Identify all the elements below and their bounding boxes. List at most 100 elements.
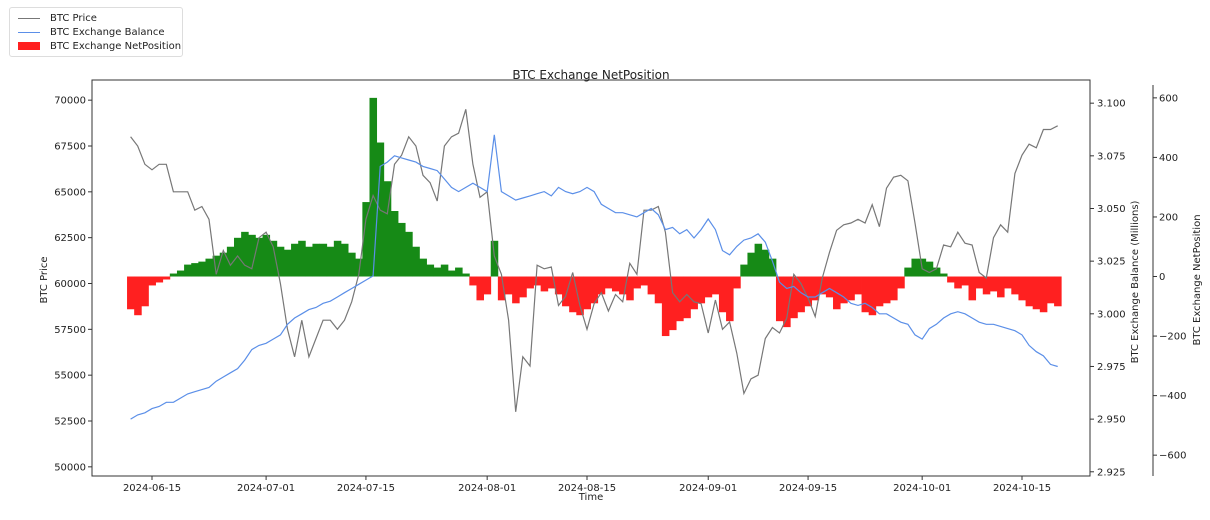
y-right1-label: BTC Exchange Balance (Millions) (1130, 200, 1141, 363)
netposition-bar-negative (1011, 276, 1019, 295)
netposition-bar-negative (611, 276, 620, 292)
netposition-bar-positive (390, 211, 399, 277)
series-lines (130, 109, 1058, 420)
netposition-bar-positive (276, 246, 285, 277)
netposition-bar-positive (362, 202, 370, 277)
legend-swatch-balance (18, 31, 40, 33)
netposition-bar-positive (219, 252, 228, 277)
netposition-bar-negative (947, 276, 955, 283)
netposition-bar-negative (697, 276, 706, 304)
btc-price-line (130, 109, 1058, 412)
netposition-bar-negative (897, 276, 905, 289)
netposition-bar-negative (540, 276, 549, 292)
netposition-bar-negative (840, 276, 848, 304)
netposition-bars (127, 97, 1062, 337)
netposition-bar-negative (790, 276, 798, 319)
netposition-bar-positive (925, 261, 934, 277)
y-right2-tick-label: 200 (1159, 212, 1178, 223)
netposition-bar-positive (269, 240, 278, 277)
netposition-bar-positive (198, 261, 206, 277)
netposition-bar-negative (476, 276, 484, 301)
netposition-bar-positive (262, 234, 271, 277)
netposition-bar-positive (312, 243, 320, 277)
netposition-bar-negative (1004, 276, 1012, 289)
y-right2-tick-label: 600 (1159, 93, 1178, 104)
netposition-bar-positive (768, 258, 777, 277)
legend-item-price: BTC Price (18, 11, 97, 25)
exchange-balance-line (130, 134, 1058, 420)
x-tick-label: 2024-07-15 (337, 483, 395, 494)
netposition-bar-negative (683, 276, 691, 319)
y-left-tick-label: 62500 (54, 233, 86, 244)
netposition-bar-negative (526, 276, 534, 289)
netposition-bar-negative (626, 276, 634, 301)
netposition-bar-positive (241, 231, 249, 277)
netposition-bar-negative (661, 276, 670, 337)
netposition-bar-positive (326, 246, 335, 277)
netposition-bar-negative (811, 276, 820, 301)
netposition-bar-positive (462, 273, 470, 277)
netposition-bar-positive (369, 97, 378, 277)
y-left-tick-label: 55000 (54, 371, 86, 382)
netposition-bar-positive (490, 240, 499, 277)
netposition-bar-positive (176, 270, 185, 277)
chart-title: BTC Exchange NetPosition (512, 68, 669, 82)
netposition-bar-negative (1018, 276, 1026, 301)
netposition-bar-negative (961, 276, 969, 286)
netposition-bar-negative (854, 276, 862, 295)
legend: BTC Price BTC Exchange Balance BTC Excha… (9, 7, 183, 57)
y-right1-tick-label: 3.025 (1097, 257, 1126, 268)
y-left-tick-label: 67500 (54, 142, 86, 153)
netposition-bar-negative (875, 276, 884, 307)
legend-swatch-netposition (18, 42, 40, 50)
netposition-bar-positive (248, 234, 256, 277)
netposition-bar-negative (127, 276, 135, 310)
legend-label: BTC Price (50, 12, 97, 24)
x-tick-label: 2024-09-01 (679, 483, 737, 494)
legend-label: BTC Exchange NetPosition (50, 40, 182, 52)
y-left-tick-label: 52500 (54, 417, 86, 428)
x-tick-label: 2024-08-15 (558, 483, 616, 494)
netposition-bar-negative (783, 276, 791, 328)
y-left-tick-label: 50000 (54, 462, 86, 473)
netposition-bar-positive (433, 267, 442, 277)
netposition-bar-positive (440, 264, 449, 277)
y-right2-tick-label: −200 (1159, 332, 1186, 343)
netposition-bar-positive (291, 243, 299, 277)
y-left-tick-label: 57500 (54, 325, 86, 336)
netposition-bar-negative (1025, 276, 1034, 307)
netposition-bar-positive (426, 264, 435, 277)
netposition-bar-negative (590, 276, 599, 304)
netposition-bar-negative (597, 276, 606, 295)
netposition-bar-positive (398, 222, 406, 277)
y-right2-tick-label: −600 (1159, 451, 1186, 462)
netposition-bar-positive (904, 267, 912, 277)
netposition-bar-negative (676, 276, 684, 322)
netposition-bar-negative (1032, 276, 1041, 310)
netposition-bar-negative (504, 276, 513, 295)
netposition-bar-negative (954, 276, 962, 289)
netposition-bar-negative (533, 276, 542, 286)
x-tick-label: 2024-09-15 (779, 483, 837, 494)
netposition-bar-positive (319, 243, 328, 277)
x-tick-label: 2024-10-15 (993, 483, 1051, 494)
netposition-bar-positive (305, 246, 313, 277)
netposition-bar-negative (148, 276, 156, 286)
netposition-bar-positive (355, 258, 363, 277)
netposition-bar-negative (711, 276, 720, 295)
netposition-bar-negative (483, 276, 492, 295)
y-right2-tick-label: 0 (1159, 272, 1165, 283)
netposition-bar-negative (818, 276, 827, 295)
netposition-bar-negative (647, 276, 656, 295)
y-right1-tick-label: 3.050 (1097, 204, 1126, 215)
x-axis-label: Time (578, 492, 603, 503)
netposition-bar-positive (419, 258, 427, 277)
netposition-bar-positive (255, 237, 263, 277)
y-right1-tick-label: 3.075 (1097, 151, 1126, 162)
netposition-bar-negative (968, 276, 977, 301)
netposition-bar-positive (169, 273, 178, 277)
netposition-bar-negative (868, 276, 877, 316)
netposition-bar-negative (1039, 276, 1048, 313)
netposition-bar-negative (989, 276, 998, 292)
netposition-bar-positive (298, 240, 306, 277)
